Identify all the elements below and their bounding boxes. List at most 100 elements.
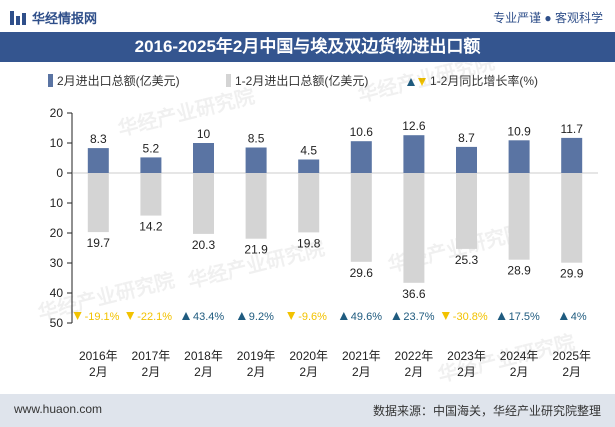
- watermark-text: 华经产业研究院: [115, 84, 257, 141]
- bar-feb: [508, 140, 530, 173]
- y-tick-label: 40: [50, 286, 64, 300]
- x-axis-labels: 2016年 2月 2017年 2月 2018年 2月 2019年 2月 2020年 2月 2021年…: [79, 349, 591, 379]
- y-tick-label: 10: [50, 136, 64, 150]
- growth-label: 49.6%: [351, 311, 382, 323]
- data-label-ytd: 25.3: [455, 253, 479, 267]
- bar-ytd: [245, 173, 267, 239]
- legend-label-ytd: 1-2月进出口总额(亿美元): [235, 73, 368, 88]
- growth-label: -19.1%: [85, 311, 120, 323]
- bar-ytd: [140, 173, 162, 216]
- legend-label-growth: 1-2月同比增长率(%): [430, 73, 538, 88]
- bar-ytd: [403, 173, 425, 283]
- legend-down-triangle-icon: [418, 78, 426, 86]
- bar-ytd: [298, 173, 320, 233]
- x-tick-label-month: 2月: [247, 365, 266, 379]
- growth-label: 23.7%: [403, 311, 434, 323]
- y-tick-label: 10: [50, 196, 64, 210]
- top-bar: 华经情报网 专业严谨 ● 客观科学: [0, 0, 615, 32]
- data-label-ytd: 19.7: [87, 236, 111, 250]
- x-tick-label-month: 2月: [89, 365, 108, 379]
- x-tick-label-month: 2月: [194, 365, 213, 379]
- data-label-ytd: 14.2: [139, 220, 163, 234]
- growth-label: -22.1%: [137, 311, 172, 323]
- data-label-feb: 4.5: [300, 144, 317, 158]
- legend-up-triangle-icon: [407, 78, 415, 86]
- brand-name: 华经情报网: [32, 11, 98, 26]
- growth-down-triangle-icon: [73, 312, 82, 320]
- growth-up-triangle-icon: [559, 312, 568, 320]
- brand-logo-icon: [10, 10, 26, 25]
- x-tick-label-month: 2月: [457, 365, 476, 379]
- bar-feb: [561, 137, 583, 173]
- data-label-feb: 8.3: [90, 132, 107, 146]
- y-tick-label: 0: [56, 166, 63, 180]
- legend-label-feb: 2月进出口总额(亿美元): [57, 73, 180, 88]
- x-tick-label-year: 2019年: [237, 349, 276, 363]
- bar-feb: [403, 135, 425, 173]
- data-label-feb: 12.6: [402, 119, 426, 133]
- legend: 2月进出口总额(亿美元) 1-2月进出口总额(亿美元) 1-2月同比增长率(%): [48, 73, 538, 88]
- growth-up-triangle-icon: [497, 312, 506, 320]
- bars: [87, 135, 583, 283]
- bar-feb: [140, 157, 162, 173]
- tagline: 专业严谨 ● 客观科学: [493, 11, 603, 25]
- growth-down-triangle-icon: [441, 312, 450, 320]
- x-tick-label-month: 2月: [352, 365, 371, 379]
- x-tick-label-year: 2025年: [552, 349, 591, 363]
- y-tick-label: 20: [50, 106, 64, 120]
- data-label-feb: 11.7: [560, 122, 583, 136]
- growth-label: -9.6%: [298, 311, 327, 323]
- data-label-ytd: 36.6: [402, 287, 426, 301]
- growth-up-triangle-icon: [339, 312, 348, 320]
- x-tick-label-year: 2017年: [132, 349, 171, 363]
- chart: 2月进出口总额(亿美元) 1-2月进出口总额(亿美元) 1-2月同比增长率(%) 华…: [35, 62, 598, 387]
- growth-up-triangle-icon: [237, 312, 246, 320]
- growth-label: 9.2%: [249, 311, 274, 323]
- x-tick-label-year: 2018年: [184, 349, 223, 363]
- growth-down-triangle-icon: [126, 312, 135, 320]
- y-tick-label: 20: [50, 226, 64, 240]
- x-tick-label-month: 2月: [510, 365, 529, 379]
- bar-feb: [456, 146, 477, 173]
- growth-row: -19.1% -22.1% 43.4% 9.2% -9.6% 49.6% 23.7% -30.…: [73, 311, 587, 323]
- legend-swatch-ytd: [226, 74, 231, 87]
- brand: 华经情报网: [10, 8, 97, 27]
- growth-label: 17.5%: [509, 311, 540, 323]
- growth-up-triangle-icon: [182, 312, 190, 320]
- data-label-feb: 10.9: [507, 124, 531, 138]
- bar-ytd: [456, 173, 477, 249]
- x-tick-label-year: 2016年: [79, 349, 118, 363]
- x-tick-label-month: 2月: [142, 365, 161, 379]
- x-tick-label-year: 2024年: [500, 349, 539, 363]
- x-tick-label-month: 2月: [405, 365, 424, 379]
- data-label-ytd: 29.6: [350, 266, 374, 280]
- footer-source: 数据来源：中国海关，华经产业研究院整理: [372, 404, 601, 418]
- data-label-ytd: 19.8: [297, 236, 321, 250]
- bar-ytd: [561, 173, 583, 263]
- y-tick-label: 50: [50, 316, 64, 330]
- x-tick-label-year: 2021年: [342, 349, 381, 363]
- data-label-feb: 10: [197, 127, 211, 141]
- chart-title: 2016-2025年2月中国与埃及双边货物进出口额: [134, 37, 481, 56]
- data-label-ytd: 29.9: [560, 267, 584, 281]
- title-band: 2016-2025年2月中国与埃及双边货物进出口额: [0, 32, 615, 62]
- x-tick-label-year: 2022年: [395, 349, 434, 363]
- growth-label: 4%: [571, 311, 587, 323]
- x-tick-label-year: 2023年: [447, 349, 486, 363]
- data-label-feb: 8.7: [458, 131, 475, 145]
- x-tick-label-month: 2月: [562, 365, 581, 379]
- data-label-feb: 10.6: [350, 125, 374, 139]
- bar-ytd: [508, 173, 530, 260]
- y-tick-label: 30: [50, 256, 64, 270]
- growth-label: -30.8%: [453, 311, 488, 323]
- bar-feb: [298, 159, 320, 173]
- bar-ytd: [87, 173, 109, 233]
- x-tick-label-year: 2020年: [289, 349, 328, 363]
- growth-up-triangle-icon: [392, 312, 401, 320]
- growth-label: 43.4%: [193, 311, 224, 323]
- legend-swatch-feb: [48, 74, 53, 87]
- bar-feb: [87, 148, 109, 173]
- bar-feb: [193, 143, 214, 173]
- bar-ytd: [193, 173, 214, 234]
- footer: www.huaon.com 数据来源：中国海关，华经产业研究院整理: [0, 394, 615, 427]
